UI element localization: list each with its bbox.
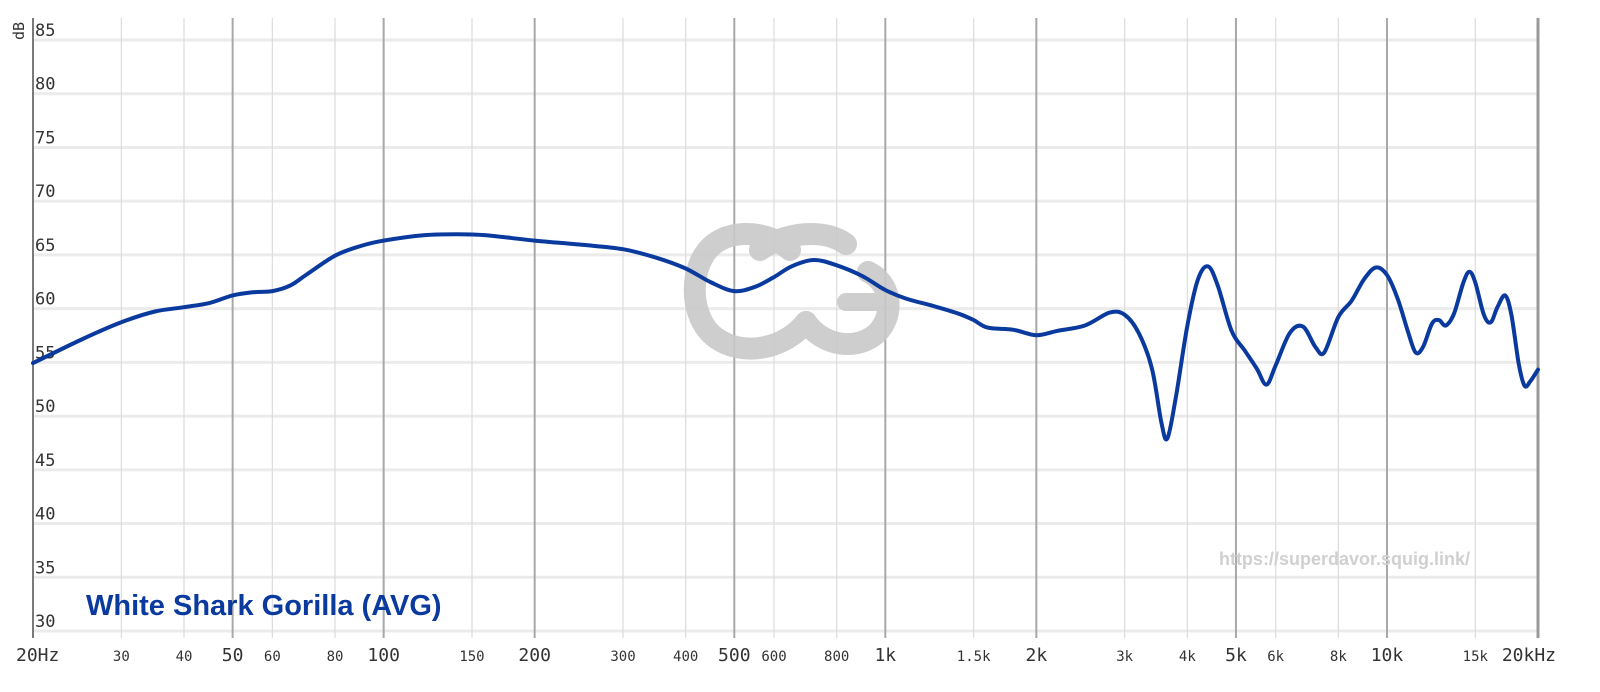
x-tick-label: 300 xyxy=(610,649,635,665)
x-tick-label: 100 xyxy=(367,645,400,666)
x-tick-label: 1k xyxy=(874,645,896,666)
x-tick-label: 400 xyxy=(673,649,698,665)
y-tick-label: 85 xyxy=(35,21,55,41)
grid-vertical xyxy=(120,18,1476,638)
y-axis-unit-label: dB xyxy=(10,22,28,40)
series-line xyxy=(31,232,1540,442)
x-tick-label: 30 xyxy=(113,649,130,665)
x-tick-label: 20kHz xyxy=(1502,645,1556,666)
x-tick-label: 200 xyxy=(518,645,551,666)
y-tick-label: 80 xyxy=(35,75,55,95)
x-tick-label: 800 xyxy=(824,649,849,665)
y-tick-label: 75 xyxy=(35,128,55,148)
x-tick-label: 5k xyxy=(1225,645,1247,666)
brand-logo-watermark xyxy=(683,223,900,360)
x-tick-label: 10k xyxy=(1371,645,1404,666)
x-tick-label: 8k xyxy=(1330,649,1347,665)
y-tick-label: 60 xyxy=(35,290,55,310)
x-tick-label: 1.5k xyxy=(957,649,991,665)
y-tick-label: 40 xyxy=(35,505,55,525)
series-lines xyxy=(31,232,1540,442)
x-tick-label: 80 xyxy=(327,649,344,665)
watermark-url: https://superdavor.squig.link/ xyxy=(1219,549,1470,569)
x-tick-label: 150 xyxy=(459,649,484,665)
x-tick-label: 20Hz xyxy=(16,645,59,666)
y-tick-label: 45 xyxy=(35,451,55,471)
x-tick-label: 6k xyxy=(1267,649,1284,665)
x-tick-label: 4k xyxy=(1179,649,1196,665)
legend-label: White Shark Gorilla (AVG) xyxy=(86,590,442,622)
x-tick-label: 500 xyxy=(718,645,751,666)
x-tick-label: 3k xyxy=(1116,649,1133,665)
x-tick-labels: 20Hz 30 40 50 60 80 100 150 200 300 400 500 600 800 1k… xyxy=(16,645,1556,666)
x-tick-label: 600 xyxy=(761,649,786,665)
y-tick-label: 30 xyxy=(35,612,55,632)
x-tick-label: 2k xyxy=(1025,645,1047,666)
x-tick-label: 40 xyxy=(176,649,193,665)
y-tick-label: 50 xyxy=(35,397,55,417)
x-tick-label: 50 xyxy=(222,645,244,666)
x-tick-label: 15k xyxy=(1463,649,1489,665)
y-tick-label: 70 xyxy=(35,182,55,202)
y-tick-label: 35 xyxy=(35,558,55,578)
x-tick-label: 60 xyxy=(264,649,281,665)
y-tick-label: 65 xyxy=(35,236,55,256)
